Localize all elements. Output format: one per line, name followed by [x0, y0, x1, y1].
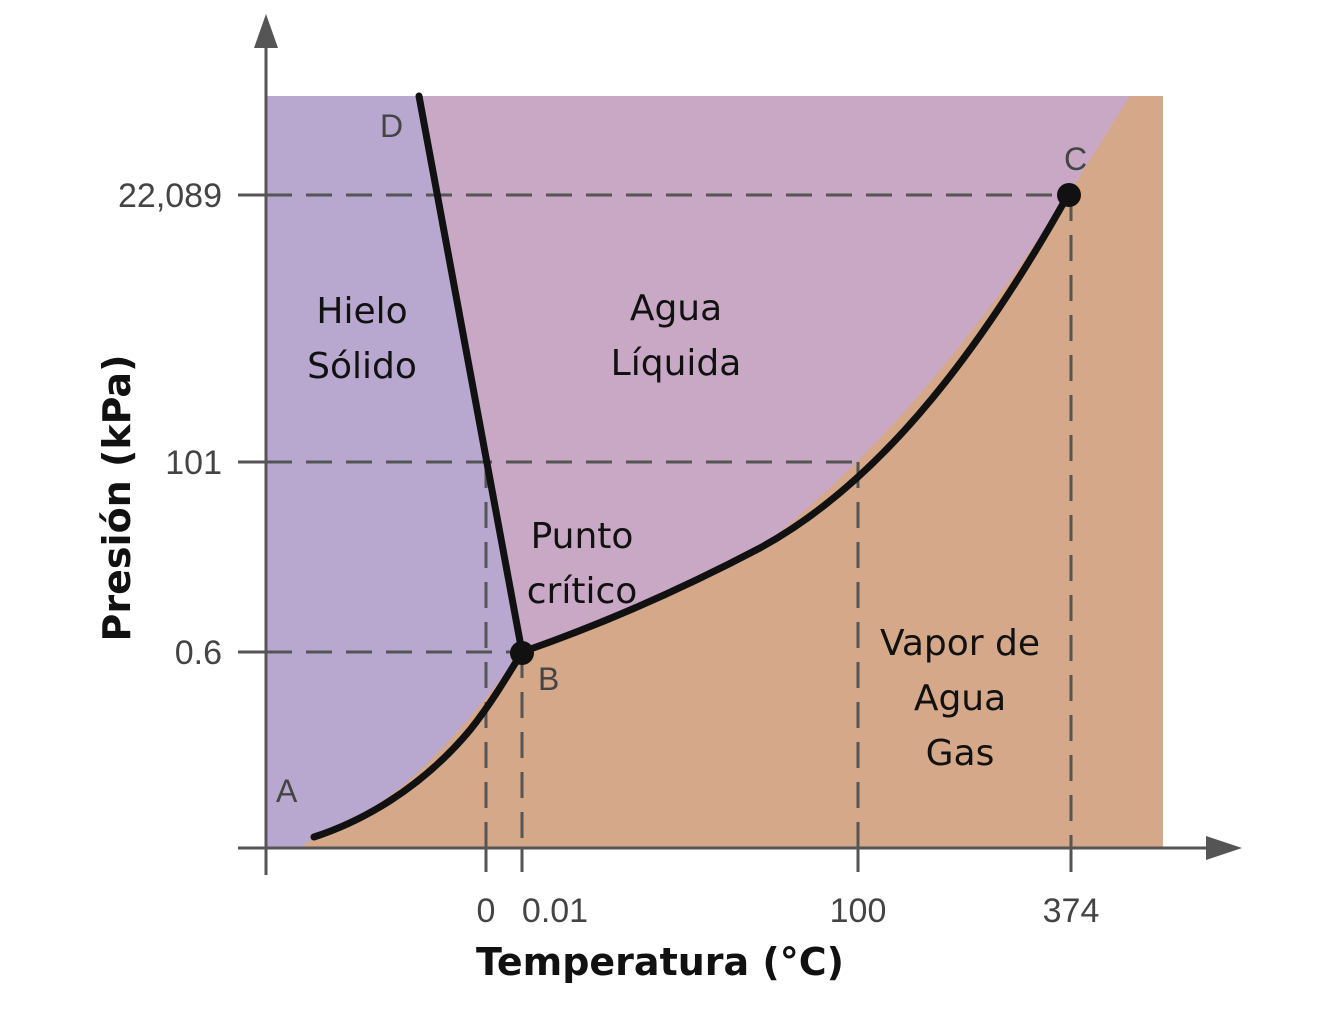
y-tick-label-22089: 22,089: [118, 177, 222, 215]
solid-label-line1: Hielo: [316, 291, 407, 332]
y-tick-label-0.6: 0.6: [175, 634, 222, 672]
triple-point-marker: [510, 641, 534, 665]
solid-label-line2: Sólido: [307, 346, 417, 387]
guide-lines: [266, 193, 1073, 848]
axes: [238, 14, 1242, 875]
x-axis-arrow: [1206, 836, 1242, 860]
gas-label-line2: Agua: [914, 678, 1006, 719]
phase-boundaries: [310, 92, 1081, 841]
point-label-a: A: [276, 773, 298, 809]
x-tick-label-0: 0: [477, 892, 496, 930]
y-axis-arrow: [254, 14, 278, 48]
triple-note-line1: Punto: [531, 516, 634, 557]
y-axis-title: Presión (kPa): [95, 355, 139, 642]
gas-region: [300, 96, 1163, 848]
critical-point-marker: [1057, 183, 1081, 207]
x-tick-label-100: 100: [830, 892, 887, 930]
solid-region: [266, 96, 522, 848]
triple-note-line2: crítico: [527, 571, 638, 612]
point-label-c: C: [1064, 141, 1087, 177]
x-axis-title: Temperatura (°C): [476, 940, 844, 984]
melting-curve: [415, 92, 526, 656]
sublimation-curve: [310, 648, 526, 841]
x-tick-label-0.01: 0.01: [522, 892, 588, 930]
liquid-label-line2: Líquida: [611, 343, 742, 384]
gas-label-line1: Vapor de: [880, 623, 1040, 664]
x-tick-label-374: 374: [1043, 892, 1100, 930]
point-label-b: B: [538, 661, 559, 697]
liquid-label-line1: Agua: [630, 288, 722, 329]
gas-label-line3: Gas: [926, 733, 995, 774]
point-label-d: D: [380, 108, 403, 144]
vaporization-curve: [518, 191, 1072, 656]
y-tick-label-101: 101: [165, 444, 222, 482]
